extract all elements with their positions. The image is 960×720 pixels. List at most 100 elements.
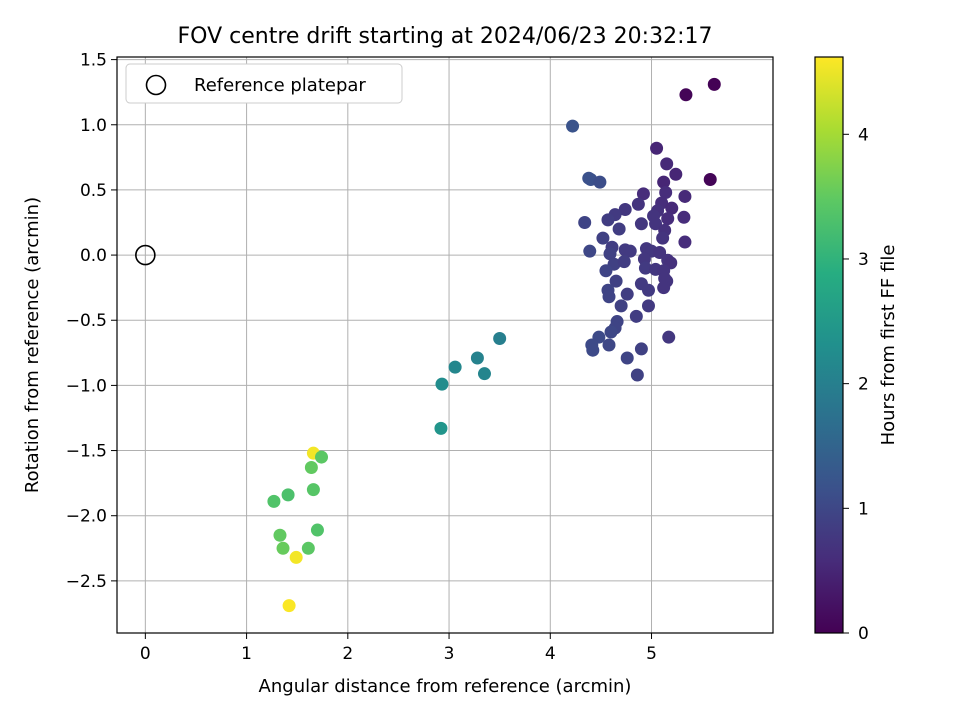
plot-frame [116,56,774,634]
data-point [276,541,290,555]
data-point [662,330,676,344]
reference-point [135,244,156,266]
data-point [641,283,655,297]
data-point [578,216,592,230]
data-point [604,325,618,339]
data-point [435,377,449,391]
y-tick-label: −2.0 [66,507,107,527]
y-tick-label: −2.5 [66,572,107,592]
data-point [306,483,320,497]
y-tick-label: 0.5 [80,181,107,201]
data-point [614,299,628,313]
data-point [620,351,634,365]
data-point [273,528,287,542]
data-point [636,187,650,201]
legend: Reference platepar [125,63,403,104]
colorbar-gradient [815,57,843,633]
colorbar-tick-label: 2 [858,375,869,395]
data-point [602,290,616,304]
data-point [493,331,507,345]
data-point [599,264,613,278]
colorbar-tick-label: 0 [858,624,869,644]
data-point [583,244,597,258]
legend-box [125,63,403,104]
colorbar-frame [814,56,844,634]
x-tick-label: 5 [646,644,657,664]
data-point [629,309,643,323]
chart-title: FOV centre drift starting at 2024/06/23 … [178,24,713,49]
data-point [566,119,580,133]
data-point [593,175,607,189]
data-point [601,213,615,227]
data-point [657,175,671,189]
data-point [656,231,670,245]
x-tick-label: 0 [140,644,151,664]
y-tick-label: 1.5 [80,51,107,71]
data-point [310,523,324,537]
data-point [448,360,462,374]
data-point [634,342,648,356]
data-point [660,157,674,171]
legend-entry-reference: Reference platepar [194,75,366,96]
data-point [623,244,637,258]
colorbar-tick-label: 1 [858,499,869,519]
y-tick-label: −1.5 [66,442,107,462]
data-point [665,201,679,215]
reference-marker [135,244,156,266]
data-point [659,186,673,200]
data-point [703,172,717,186]
data-point [477,367,491,381]
data-point [434,421,448,435]
data-point [669,167,683,181]
data-point [620,287,634,301]
data-point [638,261,652,275]
data-point [267,494,281,508]
x-axis: 0 1 2 3 4 5 [140,633,657,664]
data-points [267,77,721,613]
y-axis-label: Rotation from reference (arcmin) [22,197,43,493]
colorbar-label: Hours from first FF file [878,245,899,446]
data-point [630,368,644,382]
data-point [603,247,617,261]
data-point [281,488,295,502]
y-tick-label: −1.0 [66,376,107,396]
data-point [707,77,721,91]
data-point [677,210,691,224]
data-point [679,88,693,102]
colorbar: 0 1 2 3 4 Hours from first FF file [814,56,899,644]
colorbar-tick-label: 4 [858,125,869,145]
colorbar-tick-label: 3 [858,250,869,270]
x-axis-label: Angular distance from reference (arcmin) [259,676,632,697]
data-point [586,343,600,357]
data-point [301,541,315,555]
data-point [289,550,303,564]
data-point [649,217,663,231]
x-tick-label: 1 [241,644,252,664]
data-point [678,235,692,249]
x-tick-label: 4 [545,644,556,664]
data-point [602,338,616,352]
data-point [641,299,655,313]
data-point [609,274,623,288]
y-tick-label: −0.5 [66,311,107,331]
grid [117,57,773,633]
data-point [634,217,648,231]
data-point [618,202,632,216]
data-point [596,231,610,245]
y-tick-label: 0.0 [80,246,107,266]
data-point [657,281,671,295]
y-tick-label: 1.0 [80,116,107,136]
data-point [661,212,675,226]
x-tick-label: 3 [444,644,455,664]
colorbar-ticks: 0 1 2 3 4 [843,125,869,644]
data-point [678,189,692,203]
data-point [282,599,296,613]
data-point [653,245,667,259]
data-point [650,141,664,155]
data-point [314,450,328,464]
data-point [631,197,645,211]
data-point [304,460,318,474]
data-point [617,255,631,269]
data-point [582,171,596,185]
